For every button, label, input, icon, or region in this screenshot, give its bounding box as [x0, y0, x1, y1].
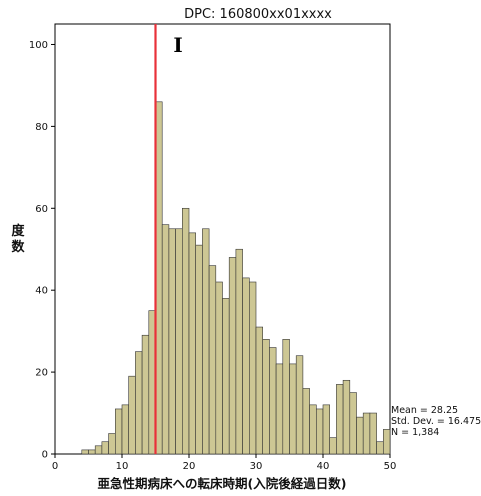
histogram-bar [128, 375, 136, 455]
histogram-bar [188, 232, 196, 455]
histogram-bar [269, 347, 277, 455]
stat-n: N = 1,384 [391, 427, 439, 438]
x-tick-label: 40 [317, 461, 330, 472]
histogram-bar [121, 404, 129, 455]
histogram-bar [309, 404, 317, 455]
x-axis-label: 亜急性期病床への転床時期(入院後経過日数) [98, 476, 347, 491]
x-axis: 0 10 20 30 40 50 [52, 454, 397, 472]
histogram-bar [141, 334, 150, 455]
stat-std: Std. Dev. = 16.475 [391, 416, 481, 427]
histogram-bar [382, 429, 391, 455]
histogram-bar [362, 412, 371, 455]
histogram-bar [208, 265, 217, 455]
chart-title: DPC: 160800xx01xxxx [184, 7, 332, 22]
histogram-bar [94, 445, 103, 455]
histogram-bar [356, 416, 364, 455]
histogram-bar [249, 281, 257, 455]
histogram-bar [228, 257, 237, 455]
histogram-bar [175, 228, 183, 455]
x-tick-label: 20 [183, 461, 196, 472]
bars-group [81, 101, 391, 455]
histogram-bar [329, 437, 337, 455]
y-tick-label: 80 [35, 122, 48, 133]
histogram-bar [182, 207, 190, 455]
histogram-bar [289, 363, 297, 455]
histogram-bar [275, 363, 284, 455]
histogram-bar [222, 298, 230, 455]
histogram-bar [195, 244, 203, 455]
y-axis: 0 20 40 60 80 100 [29, 40, 55, 461]
text-cursor-icon: I [173, 33, 182, 57]
histogram-bar [168, 228, 176, 455]
y-tick-label: 20 [35, 368, 48, 379]
histogram-bar [215, 281, 223, 455]
histogram-bar [315, 408, 324, 455]
histogram-bar [369, 412, 377, 455]
y-tick-label: 40 [35, 286, 48, 297]
histogram-bar [322, 404, 330, 455]
histogram-bar [336, 384, 344, 455]
histogram-bar [88, 449, 96, 455]
histogram-bar [135, 351, 143, 455]
histogram-bar [349, 392, 357, 455]
histogram-bar [295, 355, 304, 455]
histogram-bar [255, 326, 263, 455]
histogram-bar [202, 228, 210, 455]
histogram-bar [376, 441, 384, 455]
histogram-bar [282, 339, 290, 455]
histogram-bar [262, 339, 270, 455]
x-tick-label: 0 [52, 461, 58, 472]
y-tick-label: 0 [42, 450, 48, 461]
x-tick-label: 30 [250, 461, 263, 472]
stat-mean: Mean = 28.25 [391, 405, 458, 416]
y-tick-label: 60 [35, 204, 48, 215]
y-axis-label: 度数 [11, 223, 25, 255]
histogram-bar [108, 433, 116, 455]
y-tick-label: 100 [29, 40, 48, 51]
histogram-bar [342, 379, 351, 455]
histogram-bar [161, 224, 170, 455]
histogram-bar [242, 277, 250, 455]
histogram-bar [302, 388, 310, 455]
histogram-bar [115, 408, 123, 455]
x-tick-label: 50 [384, 461, 397, 472]
histogram-bar [101, 441, 109, 455]
x-tick-label: 10 [116, 461, 129, 472]
histogram-bar [81, 449, 89, 455]
histogram-bar [235, 248, 243, 455]
